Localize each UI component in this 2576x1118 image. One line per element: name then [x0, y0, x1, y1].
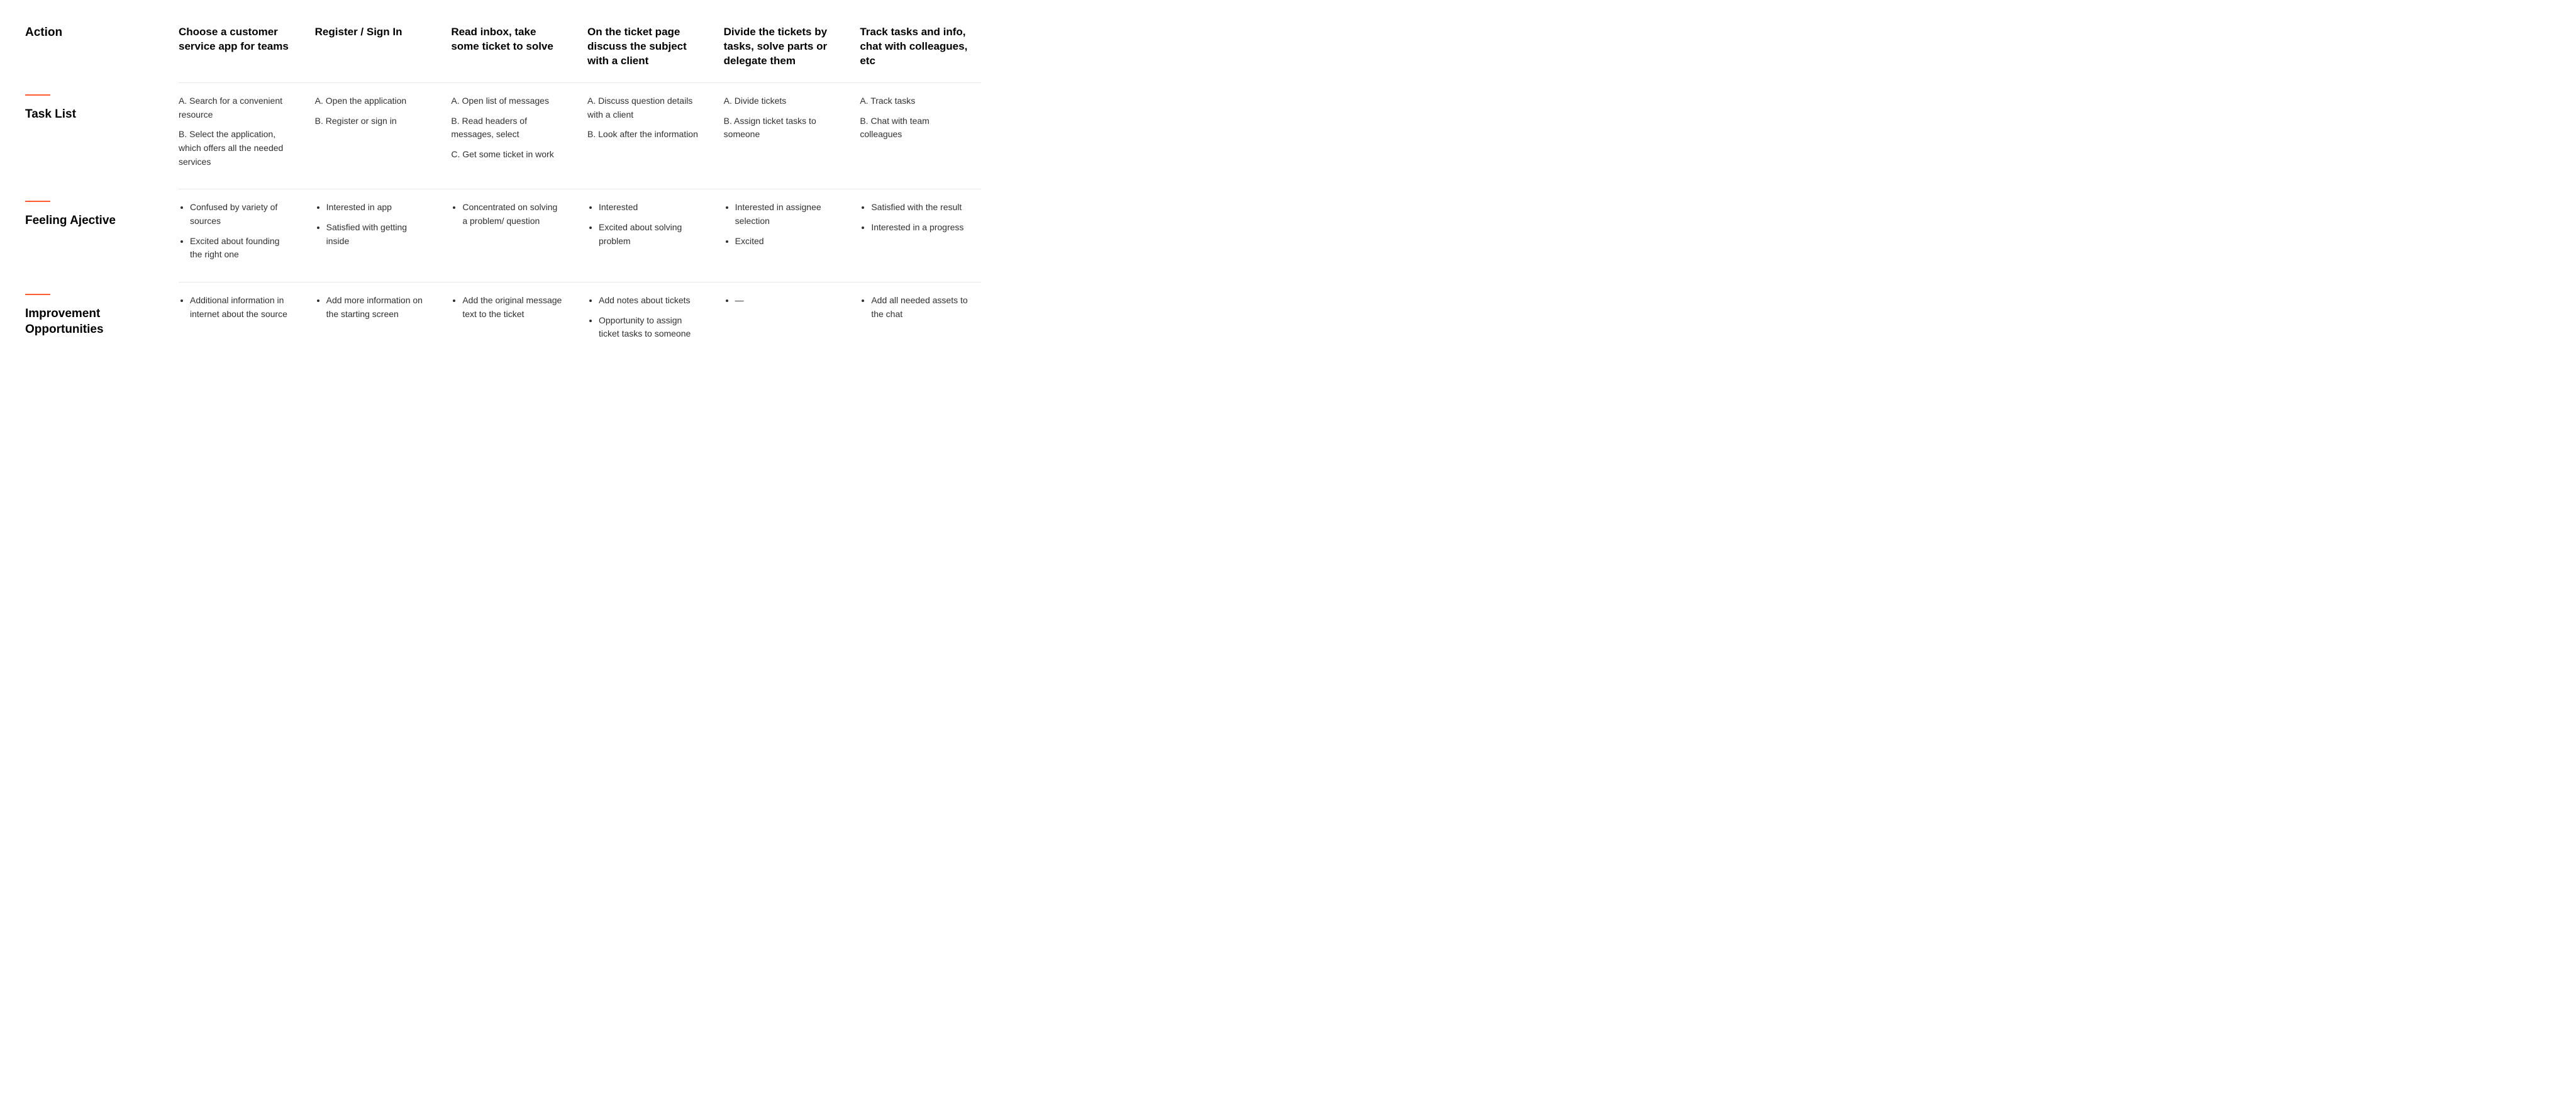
task-list: Search for a convenient resource Select …: [179, 94, 290, 169]
feeling-list: Interested in app Satisfied with getting…: [315, 201, 426, 248]
feeling-list: Confused by variety of sources Excited a…: [179, 201, 290, 262]
column-header: Divide the tickets by tasks, solve parts…: [724, 25, 845, 69]
task-item: Search for a convenient resource: [179, 94, 290, 121]
column-header: Read inbox, take some ticket to solve: [451, 25, 572, 69]
improvement-item: —: [735, 294, 835, 308]
feeling-cell: Satisfied with the result Interested in …: [860, 201, 981, 268]
task-cell: Track tasks Chat with team colleagues: [860, 94, 981, 175]
task-item: Read headers of messages, select: [451, 115, 562, 142]
feeling-item: Interested in assignee selection: [735, 201, 835, 228]
column-header: Track tasks and info, chat with colleagu…: [860, 25, 981, 69]
improvement-list: Add the original message text to the tic…: [451, 294, 562, 321]
row-label-text: Feeling Ajective: [25, 214, 116, 227]
feeling-item: Interested in a progress: [871, 221, 971, 235]
improvement-cell: Add notes about tickets Opportunity to a…: [587, 294, 709, 347]
task-item: Look after the information: [587, 128, 699, 142]
feeling-item: Concentrated on solving a problem/ quest…: [462, 201, 562, 228]
row-label-improvement: Improvement Opportunities: [25, 294, 164, 347]
improvement-item: Additional information in internet about…: [190, 294, 290, 321]
task-item: Chat with team colleagues: [860, 115, 971, 142]
feeling-item: Interested in app: [326, 201, 426, 215]
feeling-item: Confused by variety of sources: [190, 201, 290, 228]
task-list: Track tasks Chat with team colleagues: [860, 94, 971, 142]
improvement-cell: Add all needed assets to the chat: [860, 294, 981, 347]
improvement-item: Opportunity to assign ticket tasks to so…: [599, 314, 699, 341]
accent-bar: [25, 294, 50, 295]
improvement-cell: Add the original message text to the tic…: [451, 294, 572, 347]
feeling-list: Interested in assignee selection Excited: [724, 201, 835, 248]
feeling-list: Satisfied with the result Interested in …: [860, 201, 971, 234]
column-header: Register / Sign In: [315, 25, 436, 69]
row-label-text: Task List: [25, 108, 76, 121]
feeling-cell: Confused by variety of sources Excited a…: [179, 201, 300, 268]
improvement-cell: Additional information in internet about…: [179, 294, 300, 347]
task-cell: Open the application Register or sign in: [315, 94, 436, 175]
improvement-list: Additional information in internet about…: [179, 294, 290, 321]
task-cell: Divide tickets Assign ticket tasks to so…: [724, 94, 845, 175]
feeling-cell: Interested Excited about solving problem: [587, 201, 709, 268]
improvement-list: Add more information on the starting scr…: [315, 294, 426, 321]
column-header: On the ticket page discuss the subject w…: [587, 25, 709, 69]
task-cell: Open list of messages Read headers of me…: [451, 94, 572, 175]
improvement-list: Add notes about tickets Opportunity to a…: [587, 294, 699, 341]
task-item: Divide tickets: [724, 94, 835, 108]
row-label-feeling: Feeling Ajective: [25, 201, 164, 268]
task-item: Register or sign in: [315, 115, 426, 128]
task-cell: Discuss question details with a client L…: [587, 94, 709, 175]
improvement-item: Add the original message text to the tic…: [462, 294, 562, 321]
column-header: Choose a customer service app for teams: [179, 25, 300, 69]
improvement-list: Add all needed assets to the chat: [860, 294, 971, 321]
accent-bar: [25, 201, 50, 202]
feeling-list: Interested Excited about solving problem: [587, 201, 699, 248]
task-item: Track tasks: [860, 94, 971, 108]
feeling-item: Excited: [735, 235, 835, 249]
improvement-cell: Add more information on the starting scr…: [315, 294, 436, 347]
accent-bar: [25, 94, 50, 96]
improvement-item: Add all needed assets to the chat: [871, 294, 971, 321]
row-label-action: Action: [25, 25, 164, 69]
feeling-cell: Interested in assignee selection Excited: [724, 201, 845, 268]
task-item: Select the application, which offers all…: [179, 128, 290, 169]
task-list: Discuss question details with a client L…: [587, 94, 699, 142]
section-divider: [179, 82, 981, 83]
feeling-item: Excited about founding the right one: [190, 235, 290, 262]
feeling-cell: Interested in app Satisfied with getting…: [315, 201, 436, 268]
improvement-item: Add more information on the starting scr…: [326, 294, 426, 321]
task-cell: Search for a convenient resource Select …: [179, 94, 300, 175]
task-item: Discuss question details with a client: [587, 94, 699, 121]
row-label-text: Improvement Opportunities: [25, 307, 104, 336]
task-item: Get some ticket in work: [451, 148, 562, 162]
task-list: Open the application Register or sign in: [315, 94, 426, 128]
feeling-item: Satisfied with getting inside: [326, 221, 426, 248]
task-list: Open list of messages Read headers of me…: [451, 94, 562, 162]
improvement-cell: —: [724, 294, 845, 347]
improvement-item: Add notes about tickets: [599, 294, 699, 308]
task-item: Assign ticket tasks to someone: [724, 115, 835, 142]
journey-map-table: Action Choose a customer service app for…: [25, 25, 981, 347]
improvement-list: —: [724, 294, 835, 308]
feeling-cell: Concentrated on solving a problem/ quest…: [451, 201, 572, 268]
task-item: Open the application: [315, 94, 426, 108]
task-item: Open list of messages: [451, 94, 562, 108]
feeling-item: Excited about solving problem: [599, 221, 699, 248]
row-label-task-list: Task List: [25, 94, 164, 175]
feeling-list: Concentrated on solving a problem/ quest…: [451, 201, 562, 228]
task-list: Divide tickets Assign ticket tasks to so…: [724, 94, 835, 142]
feeling-item: Interested: [599, 201, 699, 215]
feeling-item: Satisfied with the result: [871, 201, 971, 215]
